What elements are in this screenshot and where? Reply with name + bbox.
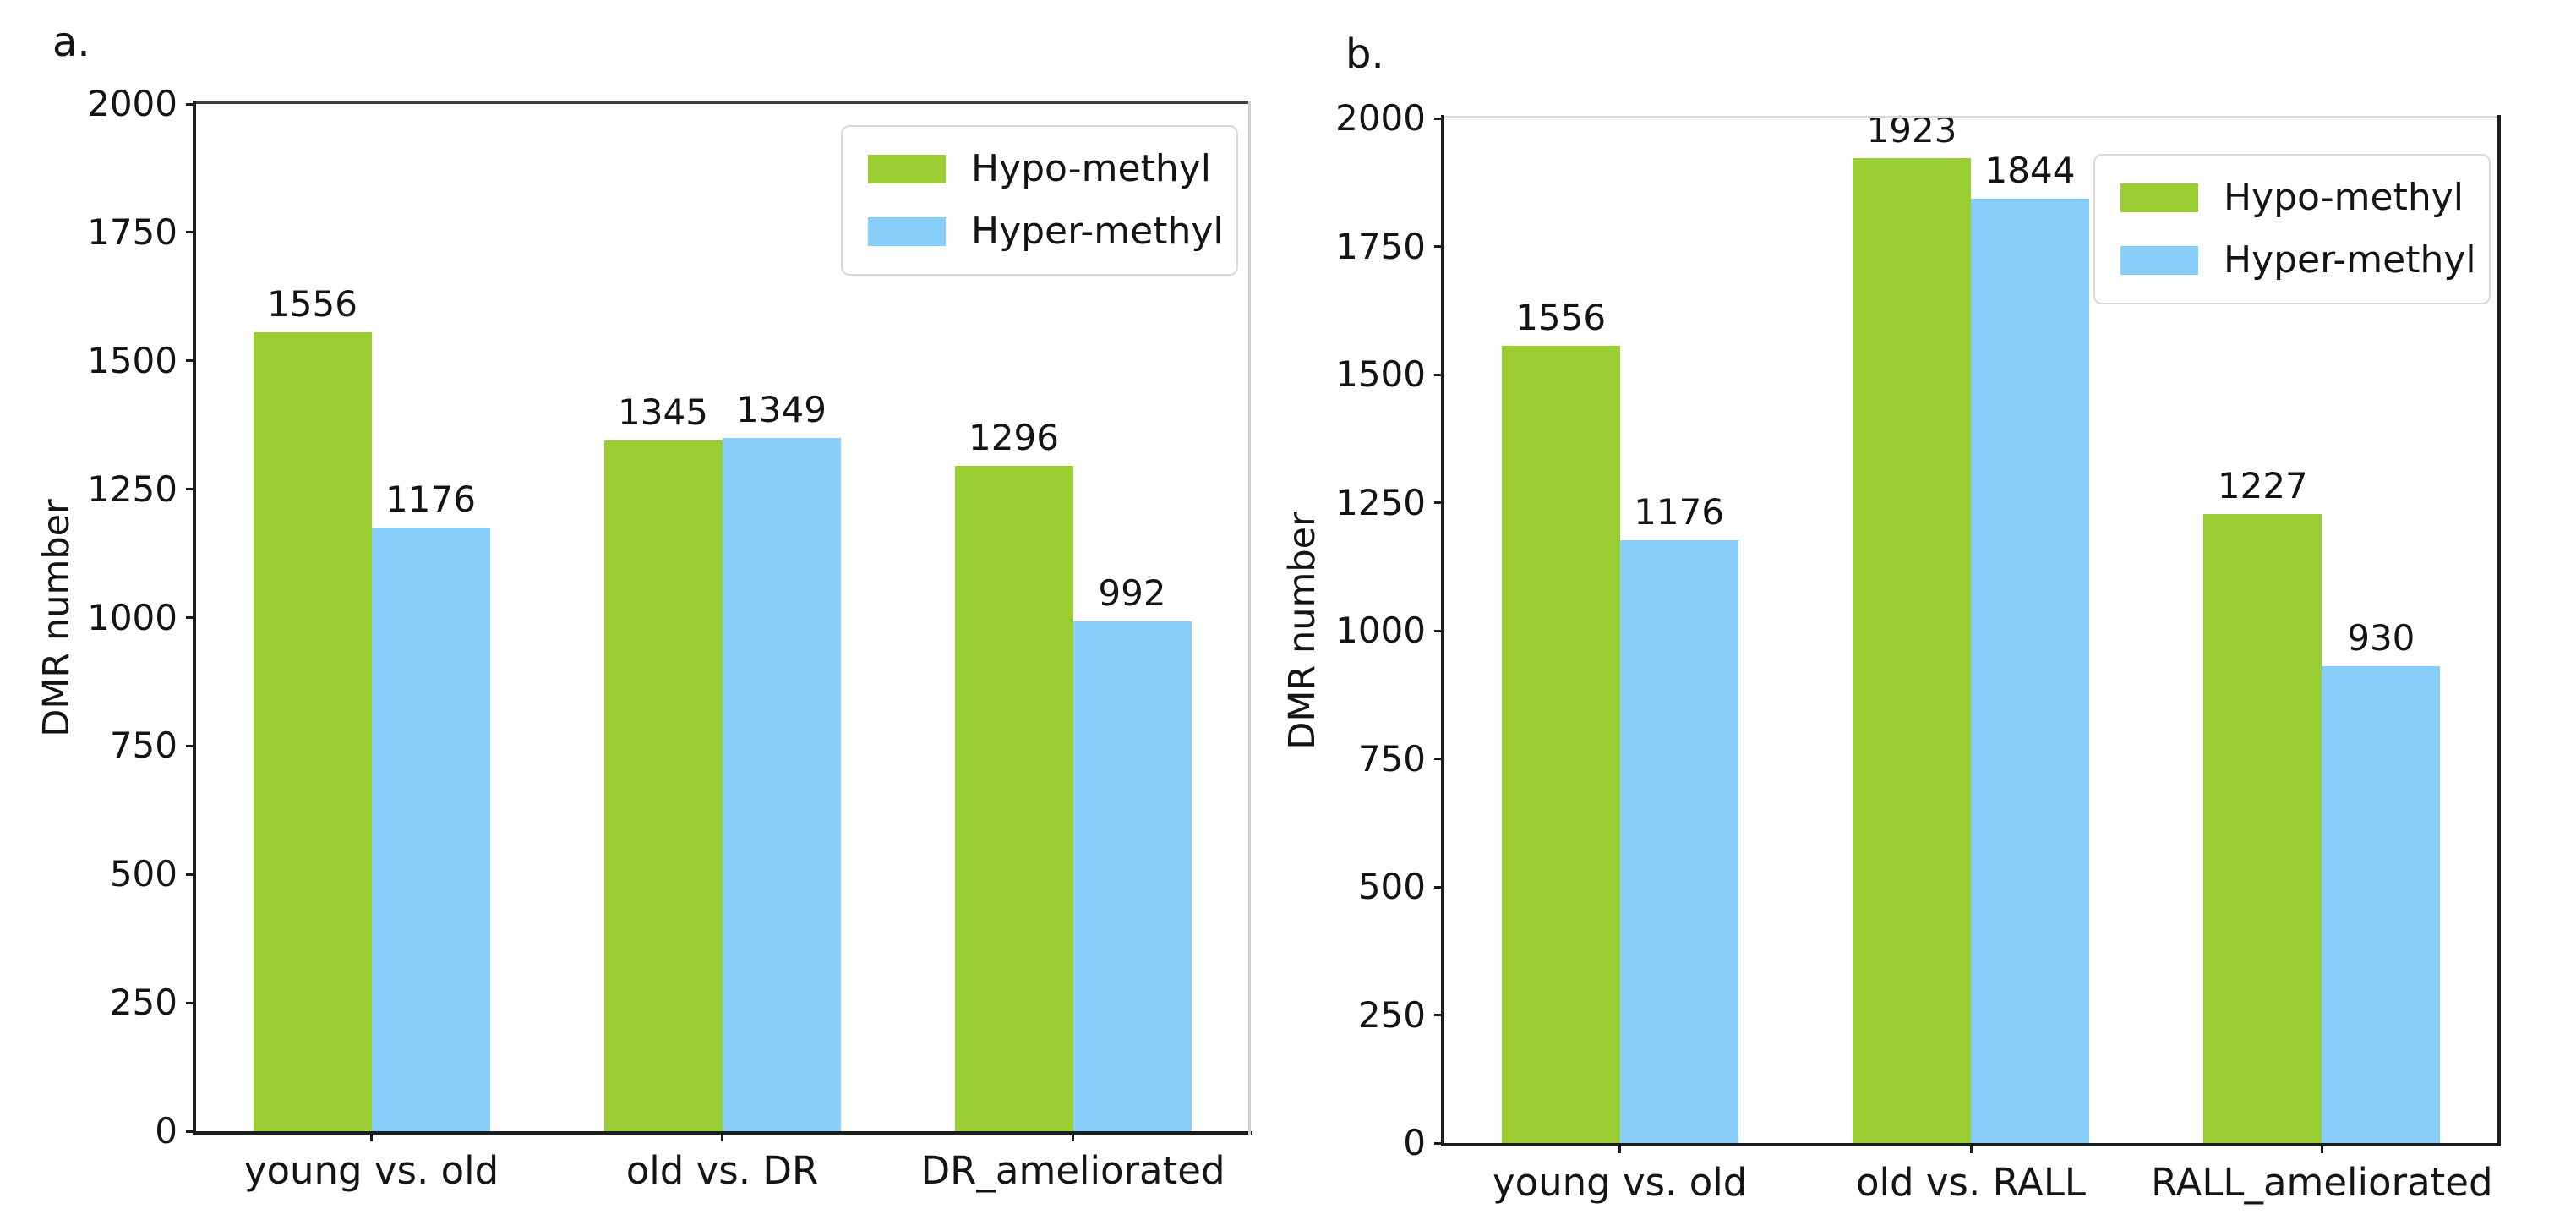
- y-tick: [1434, 1141, 1444, 1145]
- x-tick: [1072, 1131, 1074, 1141]
- top-spine: [196, 101, 1248, 104]
- bar-value-label: 1556: [1515, 297, 1607, 338]
- x-tick-label: DR_ameliorated: [920, 1148, 1225, 1193]
- y-tick-label: 750: [109, 725, 177, 767]
- x-axis-line: [193, 1131, 1252, 1135]
- x-tick: [1969, 1143, 1973, 1153]
- x-axis-line: [1441, 1143, 2501, 1146]
- hypo-methyl-swatch: [2120, 183, 2198, 212]
- y-tick: [1434, 758, 1444, 760]
- bar-hypo-methyl-3: [2203, 514, 2322, 1143]
- y-tick-label: 500: [1357, 866, 1426, 907]
- y-tick-label: 1750: [1335, 225, 1426, 267]
- y-tick: [1434, 629, 1444, 632]
- y-tick: [1434, 245, 1444, 248]
- bar-value-label: 1227: [2217, 465, 2308, 506]
- legend-item: Hyper-methyl: [868, 210, 1224, 254]
- x-tick: [370, 1131, 373, 1141]
- y-tick-label: 250: [109, 982, 177, 1024]
- y-tick: [186, 359, 196, 363]
- y-tick: [186, 744, 196, 747]
- legend-item: Hyper-methyl: [2120, 238, 2476, 282]
- y-tick-label: 250: [1357, 993, 1426, 1036]
- bar-hyper-methyl-1: [371, 528, 490, 1131]
- y-tick: [186, 488, 196, 491]
- x-tick-label: old vs. RALL: [1856, 1160, 2086, 1205]
- bar-value-label: 1844: [1984, 150, 2076, 191]
- legend-a: Hypo-methyl Hyper-methyl: [841, 125, 1238, 276]
- y-tick: [186, 616, 196, 619]
- bar-hyper-methyl-2: [722, 438, 841, 1131]
- hyper-methyl-swatch: [2120, 246, 2198, 275]
- bar-hyper-methyl-3: [2322, 666, 2441, 1143]
- bar-value-label: 1176: [385, 479, 476, 520]
- x-tick: [2320, 1143, 2323, 1153]
- y-tick-label: 1000: [1335, 610, 1426, 651]
- x-tick-label: young vs. old: [243, 1148, 499, 1193]
- bar-value-label: 930: [2347, 617, 2415, 659]
- y-tick: [1434, 1014, 1444, 1016]
- right-spine: [1248, 101, 1251, 1135]
- y-tick: [186, 231, 196, 234]
- bar-hypo-methyl-2: [1853, 158, 1971, 1143]
- bar-value-label: 1556: [267, 283, 357, 325]
- y-tick: [186, 1130, 196, 1133]
- top-spine: [1444, 116, 2497, 118]
- y-tick: [186, 1001, 196, 1004]
- y-tick-label: 1500: [87, 339, 177, 381]
- bar-value-label: 1349: [736, 389, 827, 430]
- y-tick-label: 0: [1403, 1122, 1426, 1163]
- y-tick-label: 750: [1357, 737, 1426, 780]
- y-axis-line: [193, 101, 196, 1135]
- legend-label: Hyper-methyl: [2224, 238, 2476, 282]
- y-tick-label: 0: [155, 1110, 177, 1152]
- bar-hyper-methyl-1: [1619, 540, 1738, 1143]
- bar-value-label: 1176: [1634, 491, 1725, 533]
- x-tick-label: old vs. DR: [625, 1148, 819, 1193]
- x-tick: [721, 1131, 723, 1141]
- hyper-methyl-swatch: [868, 217, 946, 246]
- y-tick-label: 1250: [87, 468, 177, 510]
- y-tick-label: 2000: [1335, 97, 1426, 139]
- bar-hypo-methyl-1: [253, 332, 372, 1131]
- legend-label: Hypo-methyl: [971, 147, 1212, 190]
- y-axis-line: [1441, 115, 1444, 1146]
- y-tick: [186, 873, 196, 876]
- y-tick: [1434, 501, 1444, 504]
- bar-value-label: 1345: [618, 391, 708, 433]
- legend-label: Hyper-methyl: [971, 210, 1224, 253]
- bar-hypo-methyl-3: [954, 466, 1073, 1131]
- legend-label: Hypo-methyl: [2224, 176, 2464, 219]
- y-tick: [1434, 117, 1444, 120]
- y-tick-label: 1750: [87, 211, 177, 253]
- panel-b-letter: b.: [1345, 30, 1384, 78]
- x-tick-label: RALL_ameliorated: [2151, 1160, 2493, 1205]
- x-tick-label: young vs. old: [1492, 1160, 1748, 1205]
- right-spine: [2497, 115, 2501, 1146]
- legend-item: Hypo-methyl: [2120, 176, 2464, 220]
- y-tick: [186, 102, 196, 106]
- bar-hyper-methyl-2: [1971, 199, 2089, 1143]
- bar-value-label: 1296: [969, 417, 1059, 458]
- panel-a-letter: a.: [52, 19, 90, 66]
- bar-value-label: 992: [1098, 572, 1166, 614]
- bar-hypo-methyl-2: [603, 440, 723, 1131]
- y-tick: [1434, 885, 1444, 889]
- y-tick-label: 500: [109, 853, 177, 895]
- legend-item: Hypo-methyl: [868, 147, 1211, 191]
- x-tick: [1618, 1143, 1622, 1153]
- bar-hyper-methyl-3: [1072, 621, 1192, 1131]
- legend-b: Hypo-methyl Hyper-methyl: [2093, 154, 2491, 304]
- hypo-methyl-swatch: [868, 155, 946, 183]
- y-tick-label: 1500: [1335, 353, 1426, 395]
- y-tick-label: 1250: [1335, 481, 1426, 523]
- y-tick-label: 2000: [87, 83, 177, 124]
- y-tick-label: 1000: [87, 596, 177, 638]
- bar-hypo-methyl-1: [1501, 346, 1620, 1143]
- y-tick: [1434, 373, 1444, 376]
